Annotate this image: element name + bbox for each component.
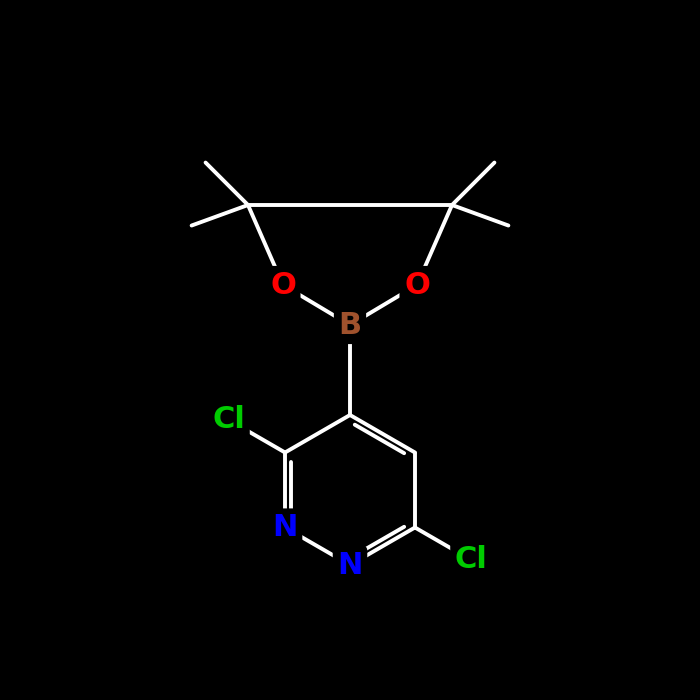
Text: N: N xyxy=(337,550,363,580)
Text: N: N xyxy=(272,513,298,542)
Text: O: O xyxy=(404,270,430,300)
Text: B: B xyxy=(338,311,362,340)
Text: Cl: Cl xyxy=(212,405,245,435)
Text: Cl: Cl xyxy=(455,545,488,575)
Text: O: O xyxy=(270,270,296,300)
